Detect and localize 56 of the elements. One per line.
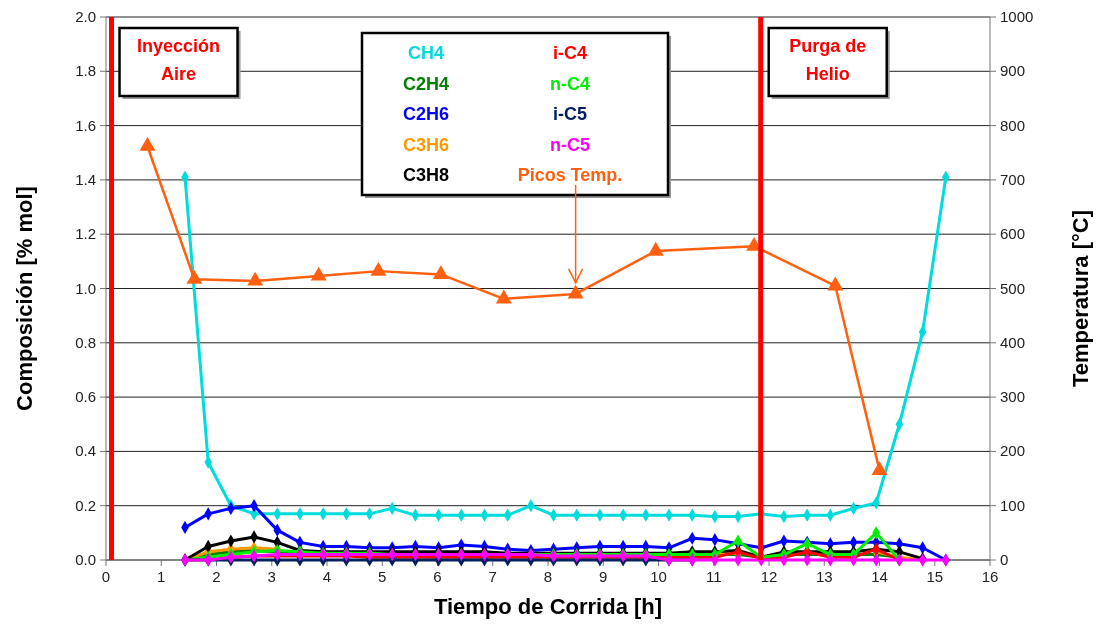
y2-tick-label: 800 — [1000, 116, 1026, 134]
ref-line-label: Inyección Aire — [137, 36, 221, 84]
y-tick-label: 1.4 — [75, 170, 96, 188]
text: C3H6 — [402, 134, 450, 155]
x-tick-label: 2 — [212, 568, 221, 585]
x-tick-label: 9 — [599, 568, 608, 585]
y2-tick-label: 100 — [1000, 496, 1026, 514]
text: n-C4 — [550, 73, 590, 94]
y-axis-title: Composición [% mol] — [12, 186, 37, 411]
x-tick-label: 0 — [101, 568, 111, 585]
x-tick-label: 7 — [488, 568, 497, 585]
x-tick-label: 8 — [543, 568, 553, 585]
text: CH4 — [407, 43, 445, 63]
y2-tick-label: 200 — [1000, 442, 1026, 460]
y2-tick-label: 400 — [1000, 333, 1026, 351]
y-tick-label: 1.2 — [75, 225, 96, 243]
y-tick-label: 0.4 — [75, 442, 96, 460]
ref-line-label: Purga de Helio — [789, 36, 867, 84]
text: i-C4 — [552, 43, 588, 63]
x-axis-title: Tiempo de Corrida [h] — [433, 594, 663, 619]
y2-tick-label: 300 — [1000, 388, 1026, 406]
label-box: Purga de Helio — [767, 26, 890, 99]
label-box: Inyección Aire — [118, 26, 241, 99]
x-tick-label: 14 — [871, 568, 888, 585]
y2-tick-label: 500 — [1000, 279, 1026, 297]
y2-tick-label: 700 — [1000, 170, 1026, 188]
y-tick-label: 0.6 — [75, 388, 96, 406]
y-tick-label: 2.0 — [75, 8, 96, 25]
y2-tick-label: 600 — [1000, 225, 1026, 243]
x-tick-label: 4 — [322, 568, 332, 585]
x-tick-label: 1 — [157, 568, 166, 585]
x-tick-label: 16 — [981, 568, 999, 585]
x-tick-label: 5 — [378, 568, 387, 585]
x-tick-label: 15 — [926, 568, 944, 585]
y-tick-label: 0.2 — [75, 496, 96, 514]
y-tick-label: 1.8 — [75, 62, 96, 80]
y2-tick-label: 0 — [1000, 551, 1009, 568]
y2-tick-label: 900 — [1000, 62, 1026, 80]
text: C2H6 — [402, 104, 450, 124]
text: C2H4 — [402, 73, 450, 94]
y2-tick-label: 1000 — [1000, 8, 1034, 25]
y-tick-label: 1.6 — [75, 116, 96, 134]
x-tick-label: 12 — [760, 568, 778, 585]
text: C3H8 — [402, 165, 450, 185]
x-tick-label: 13 — [815, 568, 833, 585]
y2-axis-title: Temperatura [°C] — [1068, 209, 1093, 388]
y-tick-label: 0.0 — [75, 551, 96, 568]
x-tick-label: 6 — [433, 568, 442, 585]
x-tick-label: 10 — [650, 568, 667, 585]
text: Picos Temp. — [517, 165, 623, 185]
x-tick-label: 3 — [267, 568, 276, 585]
y-tick-label: 1.0 — [75, 279, 96, 297]
text: i-C5 — [552, 104, 588, 124]
text: n-C5 — [550, 134, 590, 155]
x-tick-label: 11 — [705, 568, 722, 585]
y-tick-label: 0.8 — [75, 333, 96, 351]
